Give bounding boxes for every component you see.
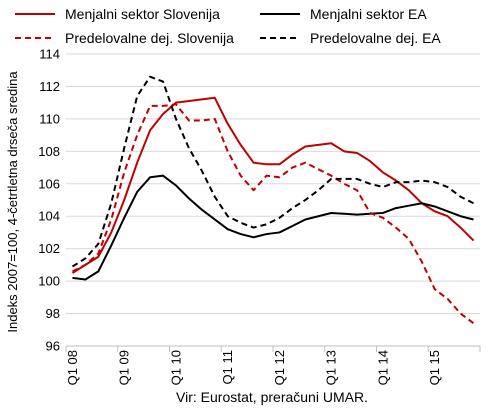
y-tick-label: 96 xyxy=(46,339,60,354)
series-line-menjalni-sektor-slovenija xyxy=(71,96,475,274)
series-lines xyxy=(71,75,475,325)
y-tick-label: 114 xyxy=(39,47,60,62)
x-tick-label: Q1 14 xyxy=(375,350,390,385)
legend-label-menjalni-sektor-ea: Menjalni sektor EA xyxy=(310,6,427,22)
y-tick-label: 100 xyxy=(38,274,60,289)
y-tick-label: 112 xyxy=(39,79,60,94)
x-tick-label: Q1 11 xyxy=(220,350,235,384)
gridlines xyxy=(66,53,480,347)
y-tick-label: 98 xyxy=(46,306,60,321)
series-line-predelovalne-dej-ea xyxy=(71,75,474,268)
y-axis-ticks: 96 98 100 102 104 106 108 110 112 114 xyxy=(38,47,60,354)
legend-label-predelovalne-dej-ea: Predelovalne dej. EA xyxy=(310,30,441,46)
x-tick-label: Q1 10 xyxy=(168,350,183,385)
x-tick-label: Q1 12 xyxy=(272,350,287,385)
y-tick-label: 110 xyxy=(39,111,60,126)
y-axis-title: Indeks 2007=100, 4-četrtletna drseča sre… xyxy=(5,71,20,333)
series-line-menjalni-sektor-ea xyxy=(72,174,474,281)
x-tick-label: Q1 08 xyxy=(65,350,80,385)
x-tick-label: Q1 09 xyxy=(117,350,132,385)
legend-label-menjalni-sektor-slovenija: Menjalni sektor Slovenija xyxy=(65,6,220,22)
legend: Menjalni sektor Slovenija Menjalni sektor… xyxy=(15,6,441,46)
y-tick-label: 106 xyxy=(38,176,60,191)
x-tick-label: Q1 15 xyxy=(427,350,442,385)
source-note: Vir: Eurostat, preračuni UMAR. xyxy=(176,389,368,405)
y-tick-label: 108 xyxy=(38,144,60,159)
legend-label-predelovalne-dej-slovenija: Predelovalne dej. Slovenija xyxy=(65,30,234,46)
y-tick-label: 104 xyxy=(38,209,60,224)
x-tick-label: Q1 13 xyxy=(324,350,339,385)
y-tick-label: 102 xyxy=(38,241,60,256)
series-line-predelovalne-dej-slovenija xyxy=(72,103,475,325)
x-axis-ticks: Q1 08 Q1 09 Q1 10 Q1 11 Q1 12 Q1 13 Q1 14 Q1 15 xyxy=(65,345,481,385)
